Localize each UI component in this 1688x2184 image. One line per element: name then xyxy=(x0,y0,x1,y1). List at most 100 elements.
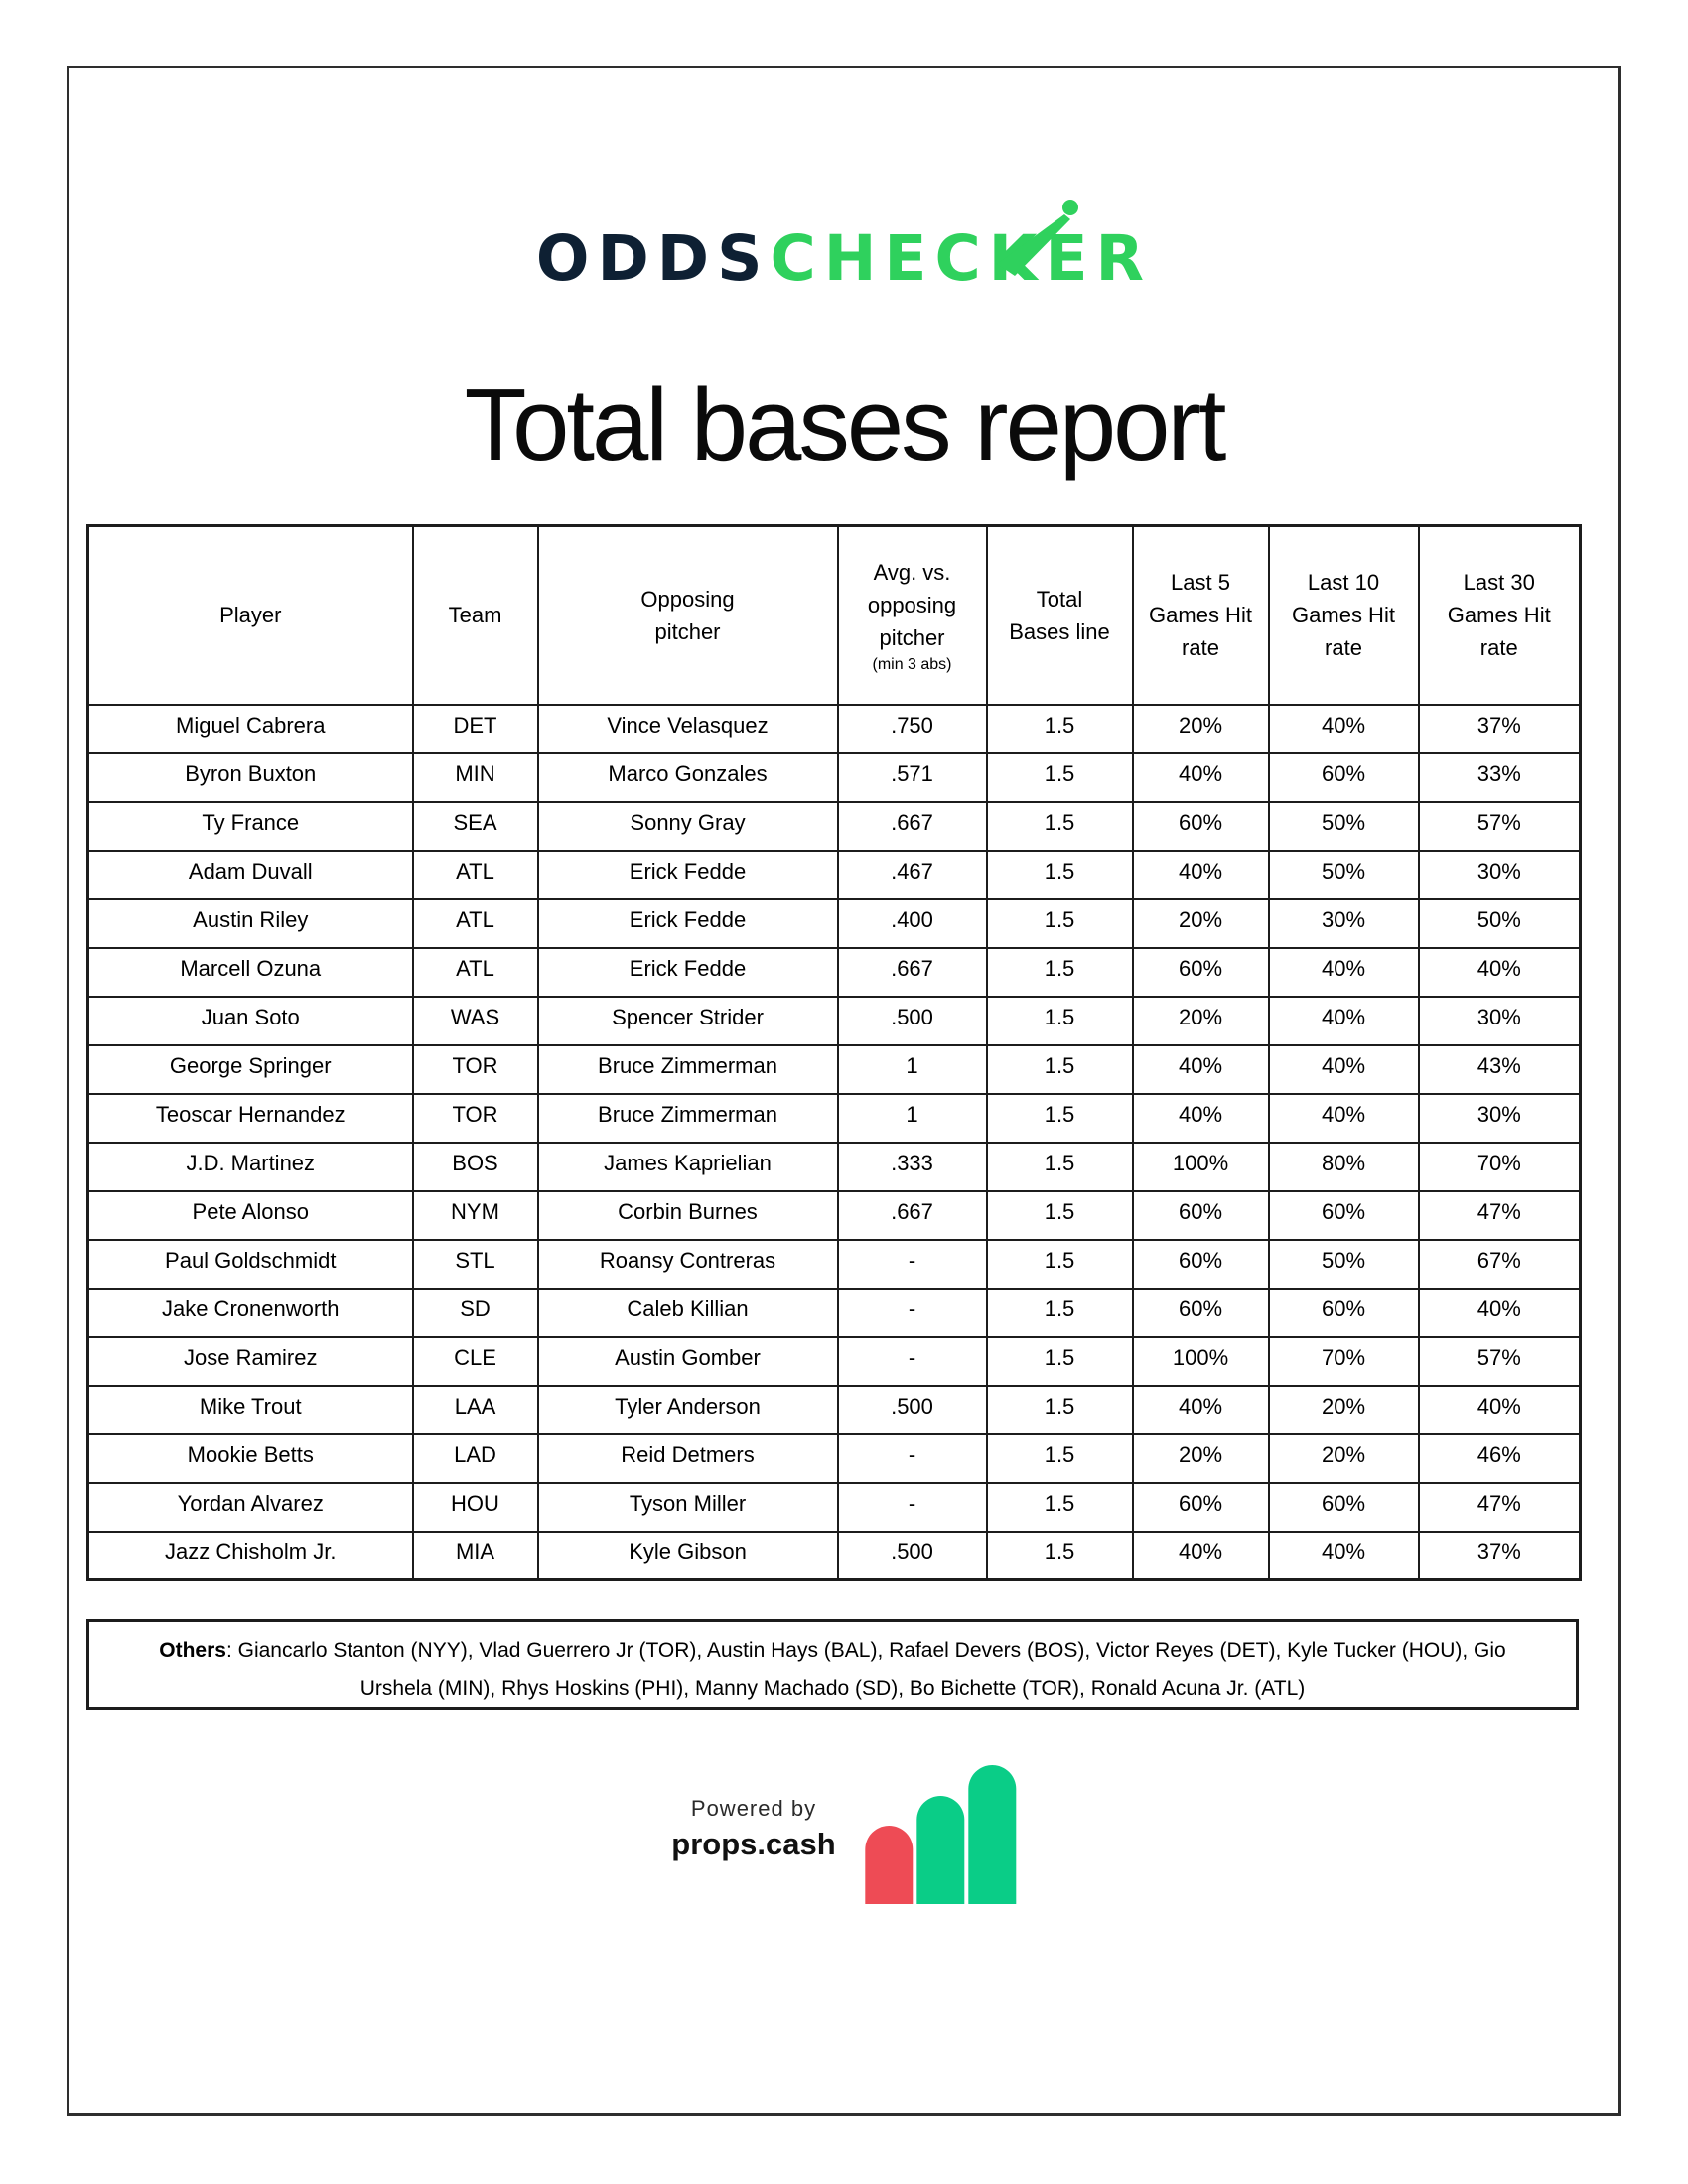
column-header-hit10: Last 10 Games Hit rate xyxy=(1267,524,1420,706)
table-row: Byron Buxton MIN Marco Gonzales .571 1.5 40% 6… xyxy=(86,751,1582,803)
cell-hit5: 20% xyxy=(1131,703,1270,754)
cell-avg: - xyxy=(836,1335,988,1387)
cell-team: MIA xyxy=(411,1530,539,1581)
cell-pitcher: Kyle Gibson xyxy=(536,1530,839,1581)
cell-hit30: 70% xyxy=(1417,1141,1582,1192)
cell-line: 1.5 xyxy=(985,897,1134,949)
cell-hit30: 57% xyxy=(1417,800,1582,852)
cell-hit5: 40% xyxy=(1131,1384,1270,1435)
cell-avg: .400 xyxy=(836,897,988,949)
cell-line: 1.5 xyxy=(985,1238,1134,1290)
page-border xyxy=(67,66,1621,2116)
cell-line: 1.5 xyxy=(985,703,1134,754)
table-row: J.D. Martinez BOS James Kaprielian .333 1.5 1… xyxy=(86,1141,1582,1192)
cell-line: 1.5 xyxy=(985,946,1134,998)
cell-player: Mike Trout xyxy=(86,1384,414,1435)
cell-avg: .333 xyxy=(836,1141,988,1192)
cell-hit5: 20% xyxy=(1131,897,1270,949)
column-subnote: (min 3 abs) xyxy=(872,656,952,674)
cell-hit5: 40% xyxy=(1131,1092,1270,1144)
cell-hit30: 57% xyxy=(1417,1335,1582,1387)
cell-player: Miguel Cabrera xyxy=(86,703,414,754)
cell-line: 1.5 xyxy=(985,800,1134,852)
bar-green-tall xyxy=(968,1765,1017,1904)
table-row: George Springer TOR Bruce Zimmerman 1 1.5 40%… xyxy=(86,1043,1582,1095)
cell-team: MIN xyxy=(411,751,539,803)
cell-hit30: 37% xyxy=(1417,703,1582,754)
cell-line: 1.5 xyxy=(985,751,1134,803)
cell-team: WAS xyxy=(411,995,539,1046)
table-row: Pete Alonso NYM Corbin Burnes .667 1.5 60% 60%… xyxy=(86,1189,1582,1241)
cell-hit5: 60% xyxy=(1131,1287,1270,1338)
cell-hit10: 40% xyxy=(1267,1092,1420,1144)
tick-ball-icon xyxy=(997,200,1078,276)
others-note: Others: Giancarlo Stanton (NYY), Vlad Gu… xyxy=(86,1619,1579,1710)
cell-pitcher: Caleb Killian xyxy=(536,1287,839,1338)
cell-hit30: 37% xyxy=(1417,1530,1582,1581)
cell-hit10: 60% xyxy=(1267,1189,1420,1241)
cell-hit10: 70% xyxy=(1267,1335,1420,1387)
table-row: Jake Cronenworth SD Caleb Killian -1.5 60% 60… xyxy=(86,1287,1582,1338)
cell-avg: 1 xyxy=(836,1092,988,1144)
cell-line: 1.5 xyxy=(985,1384,1134,1435)
cell-player: Austin Riley xyxy=(86,897,414,949)
cell-avg: - xyxy=(836,1433,988,1484)
table-row: Miguel Cabrera DET Vince Velasquez .750 1.5 2… xyxy=(86,703,1582,754)
bar-green-medium xyxy=(916,1796,965,1904)
cell-pitcher: Erick Fedde xyxy=(536,946,839,998)
cell-avg: .500 xyxy=(836,1530,988,1581)
column-header-team: Team xyxy=(411,524,539,706)
cell-pitcher: Bruce Zimmerman xyxy=(536,1043,839,1095)
table-row: Ty France SEA Sonny Gray .667 1.5 60% 50% 57% xyxy=(86,800,1582,852)
column-header-player: Player xyxy=(86,524,414,706)
cell-hit5: 60% xyxy=(1131,1189,1270,1241)
table-row: Jose Ramirez CLE Austin Gomber -1.5 100% 70% 5… xyxy=(86,1335,1582,1387)
cell-pitcher: Erick Fedde xyxy=(536,897,839,949)
cell-avg: .750 xyxy=(836,703,988,754)
cell-player: Ty France xyxy=(86,800,414,852)
cell-hit30: 33% xyxy=(1417,751,1582,803)
column-header-pitcher: Opposing pitcher xyxy=(536,524,839,706)
cell-hit10: 40% xyxy=(1267,1043,1420,1095)
cell-avg: .500 xyxy=(836,1384,988,1435)
cell-pitcher: Reid Detmers xyxy=(536,1433,839,1484)
cell-hit30: 50% xyxy=(1417,897,1582,949)
cell-hit5: 20% xyxy=(1131,1433,1270,1484)
others-text: : Giancarlo Stanton (NYY), Vlad Guerrero… xyxy=(225,1639,1506,1700)
props-cash-brand: props.cash xyxy=(671,1827,836,1861)
cell-avg: - xyxy=(836,1287,988,1338)
cell-player: Marcell Ozuna xyxy=(86,946,414,998)
cell-team: BOS xyxy=(411,1141,539,1192)
cell-player: Teoscar Hernandez xyxy=(86,1092,414,1144)
cell-player: Paul Goldschmidt xyxy=(86,1238,414,1290)
cell-avg: - xyxy=(836,1481,988,1533)
cell-hit10: 50% xyxy=(1267,800,1420,852)
cell-hit5: 60% xyxy=(1131,1481,1270,1533)
cell-player: Jazz Chisholm Jr. xyxy=(86,1530,414,1581)
cell-hit30: 40% xyxy=(1417,946,1582,998)
total-bases-table: Player Team Opposing pitcher Avg. vs. oppos… xyxy=(86,524,1582,1581)
cell-team: SEA xyxy=(411,800,539,852)
cell-hit10: 40% xyxy=(1267,703,1420,754)
cell-pitcher: Roansy Contreras xyxy=(536,1238,839,1290)
cell-player: Yordan Alvarez xyxy=(86,1481,414,1533)
cell-hit30: 47% xyxy=(1417,1481,1582,1533)
logo-text-checker: CHECKER xyxy=(770,222,1153,295)
cell-team: LAA xyxy=(411,1384,539,1435)
cell-team: ATL xyxy=(411,897,539,949)
cell-player: Byron Buxton xyxy=(86,751,414,803)
cell-hit5: 40% xyxy=(1131,1043,1270,1095)
cell-player: Jake Cronenworth xyxy=(86,1287,414,1338)
cell-player: J.D. Martinez xyxy=(86,1141,414,1192)
cell-hit5: 60% xyxy=(1131,946,1270,998)
oddschecker-logo: ODDSCHECKER xyxy=(0,200,1688,346)
cell-player: Mookie Betts xyxy=(86,1433,414,1484)
cell-line: 1.5 xyxy=(985,1092,1134,1144)
cell-pitcher: Tyler Anderson xyxy=(536,1384,839,1435)
cell-pitcher: Corbin Burnes xyxy=(536,1189,839,1241)
column-header-line: Total Bases line xyxy=(985,524,1134,706)
cell-line: 1.5 xyxy=(985,1043,1134,1095)
cell-hit30: 67% xyxy=(1417,1238,1582,1290)
powered-by-label: Powered by xyxy=(690,1796,817,1821)
cell-team: ATL xyxy=(411,946,539,998)
